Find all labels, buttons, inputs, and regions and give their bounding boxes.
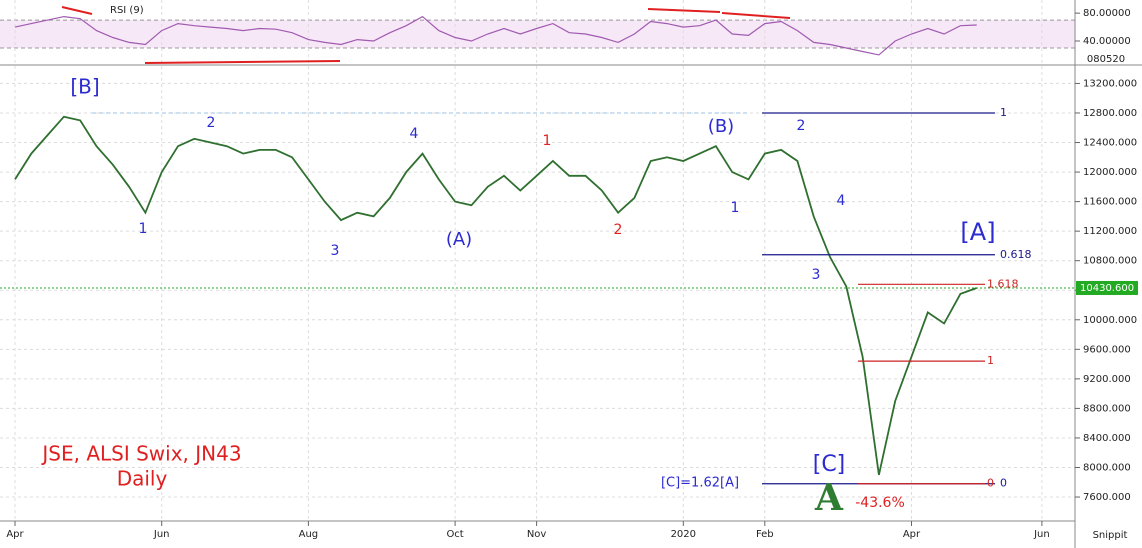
y-tick-label: 7600.000: [1083, 492, 1131, 503]
x-tick-label: Apr: [6, 529, 24, 540]
wave-label: 3: [331, 243, 340, 259]
wave-label: [C]=1.62[A]: [661, 476, 739, 491]
x-tick-label: Aug: [299, 529, 319, 540]
wave-label: [B]: [70, 75, 99, 99]
rsi-trendline: [647, 8, 721, 13]
fib-level-label: 1.618: [987, 277, 1019, 290]
wave-label: [A]: [960, 218, 995, 246]
y-tick-label: 12000.000: [1083, 167, 1137, 178]
series-line: [14, 115, 978, 476]
rsi-band: [0, 20, 1075, 48]
y-tick-label: 11200.000: [1083, 226, 1137, 237]
date-label: 080520: [1087, 54, 1125, 65]
fib-level-label: 0.618: [1000, 248, 1032, 261]
y-tick-label: 10000.000: [1083, 315, 1137, 326]
y-tick-label: 13200.000: [1083, 78, 1137, 89]
chart-subtitle: Daily: [117, 467, 168, 491]
wave-label: 1: [731, 200, 740, 216]
y-tick-label: 12400.000: [1083, 138, 1137, 149]
plot: [14, 15, 978, 476]
y-tick-label: 10800.000: [1083, 256, 1137, 267]
grid: [0, 0, 1075, 521]
wave-label: 2: [614, 222, 623, 238]
chart-title: JSE, ALSI Swix, JN43: [40, 442, 241, 466]
x-tick-label: Feb: [756, 529, 774, 540]
wave-label: 4: [837, 193, 846, 209]
x-tick-label: Jun: [153, 529, 170, 540]
y-tick-label: 9200.000: [1083, 374, 1131, 385]
x-tick-label: Nov: [527, 529, 547, 540]
wave-label: (A): [446, 229, 472, 250]
rsi-title: RSI (9): [110, 5, 144, 16]
wave-label: 2: [207, 115, 216, 131]
rsi-tick-label: 40.00000: [1083, 36, 1131, 47]
last-price-box: [1076, 280, 1138, 295]
wave-label: 1: [543, 133, 552, 149]
x-tick-label: Apr: [903, 529, 921, 540]
x-tick-label: 2020: [671, 529, 696, 540]
rsi-tick-label: 80.00000: [1083, 8, 1131, 19]
y-tick-label: 9600.000: [1083, 344, 1131, 355]
fib-level-label: 0: [987, 477, 994, 490]
rsi-trendline: [144, 60, 341, 64]
wave-label: [C]: [813, 452, 846, 477]
wave-label: 2: [797, 118, 806, 134]
wave-label: (B): [708, 116, 734, 137]
x-tick-label: Oct: [446, 529, 463, 540]
fib-level-label: 1: [1000, 106, 1007, 119]
fib-level-label: 1: [987, 354, 994, 367]
series-line: [14, 15, 977, 56]
footer: Snippit: [1093, 530, 1128, 541]
y-tick-label: 12800.000: [1083, 108, 1137, 119]
y-tick-label: 8400.000: [1083, 433, 1131, 444]
x-tick-label: Jun: [1033, 529, 1050, 540]
wave-label: 4: [410, 126, 419, 142]
wave-label: A: [814, 477, 844, 519]
wave-label: 1: [139, 221, 148, 237]
rsi-trendline: [61, 6, 93, 15]
y-tick-label: 8800.000: [1083, 403, 1131, 414]
rsi-trendline: [721, 12, 791, 19]
wave-label: 3: [812, 267, 821, 283]
wave-label: -43.6%: [855, 495, 905, 511]
fib-level-label: 0: [1000, 477, 1007, 490]
y-tick-label: 8000.000: [1083, 462, 1131, 473]
y-tick-label: 11600.000: [1083, 197, 1137, 208]
last-price-label: 10430.600: [1080, 283, 1134, 294]
